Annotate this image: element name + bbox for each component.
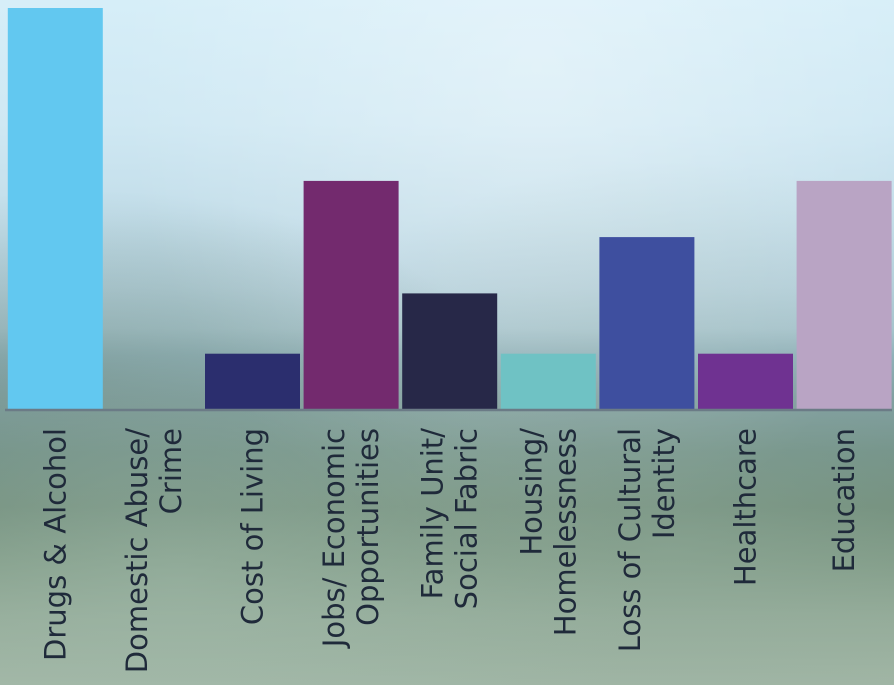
x-tick-label-8: Education: [827, 428, 861, 572]
bar-7: [698, 353, 793, 410]
bars-group: [7, 8, 892, 410]
x-tick-label-line: Jobs/ Economic: [317, 428, 351, 649]
x-tick-label-line: Crime: [154, 428, 188, 514]
x-tick-label-line: Social Fabric: [450, 428, 484, 609]
x-tick-label-line: Cost of Living: [236, 428, 270, 625]
x-tick-label-line: Domestic Abuse/: [120, 428, 154, 673]
bar-0: [7, 8, 103, 410]
x-tick-label-1: Domestic Abuse/Crime: [120, 428, 188, 673]
bar-6: [599, 237, 695, 410]
bar-4: [402, 293, 498, 410]
x-tick-label-line: Healthcare: [729, 428, 763, 586]
x-tick-label-2: Cost of Living: [236, 428, 270, 625]
x-tick-label-line: Homelessness: [548, 428, 582, 636]
bar-2: [205, 353, 300, 410]
x-tick-label-3: Jobs/ EconomicOpportunities: [317, 428, 385, 649]
x-tick-label-line: Drugs & Alcohol: [38, 428, 72, 661]
x-tick-label-line: Identity: [647, 428, 681, 539]
x-tick-label-7: Healthcare: [729, 428, 763, 586]
x-tick-label-line: Family Unit/: [416, 428, 450, 600]
x-tick-labels: Drugs & Alcohol Domestic Abuse/Crime Cost …: [38, 428, 861, 673]
x-tick-label-line: Housing/: [514, 428, 548, 556]
bar-3: [303, 180, 399, 410]
bar-5: [500, 353, 596, 410]
bar-8: [796, 180, 892, 410]
x-tick-label-line: Education: [827, 428, 861, 572]
x-tick-label-line: Loss of Cultural: [613, 428, 647, 652]
x-tick-label-5: Housing/Homelessness: [514, 428, 582, 636]
x-tick-label-line: Opportunities: [351, 428, 385, 626]
x-tick-label-4: Family Unit/Social Fabric: [416, 428, 484, 610]
x-tick-label-6: Loss of CulturalIdentity: [613, 428, 681, 652]
x-tick-label-0: Drugs & Alcohol: [38, 428, 72, 661]
